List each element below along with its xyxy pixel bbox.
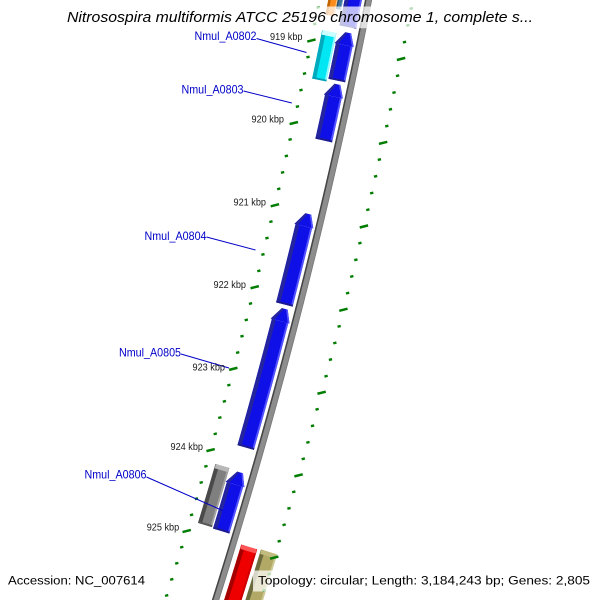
svg-text:921 kbp: 921 kbp bbox=[234, 198, 267, 209]
svg-text:Topology: circular; Length: 3,: Topology: circular; Length: 3,184,243 bp… bbox=[258, 574, 590, 588]
svg-text:923 kbp: 923 kbp bbox=[193, 363, 226, 374]
svg-text:Nmul_A0803: Nmul_A0803 bbox=[182, 83, 244, 97]
svg-text:Nmul_A0806: Nmul_A0806 bbox=[85, 468, 147, 482]
svg-text:Nmul_A0804: Nmul_A0804 bbox=[145, 229, 207, 243]
svg-text:920 kbp: 920 kbp bbox=[252, 115, 285, 126]
svg-text:919 kbp: 919 kbp bbox=[270, 32, 303, 43]
svg-text:922 kbp: 922 kbp bbox=[214, 280, 247, 291]
svg-text:924 kbp: 924 kbp bbox=[171, 442, 204, 453]
svg-text:Nmul_A0802: Nmul_A0802 bbox=[195, 29, 257, 43]
svg-text:Nmul_A0805: Nmul_A0805 bbox=[119, 346, 181, 360]
svg-text:Accession: NC_007614: Accession: NC_007614 bbox=[8, 574, 145, 588]
svg-text:Nitrosospira multiformis ATCC: Nitrosospira multiformis ATCC 25196 chro… bbox=[67, 10, 533, 26]
svg-text:925 kbp: 925 kbp bbox=[147, 523, 180, 534]
